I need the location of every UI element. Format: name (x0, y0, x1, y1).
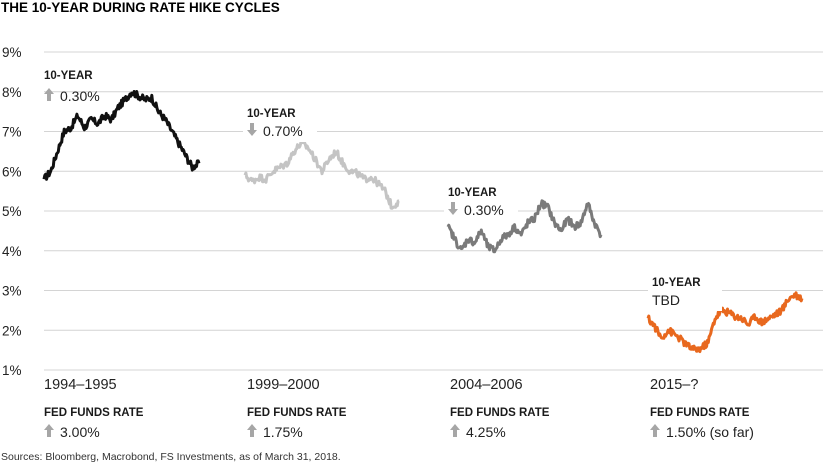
panel-footer-4: 2015–? FED FUNDS RATE 1.50% (so far) (650, 377, 754, 440)
ten-year-label: 10-YEAR (448, 187, 497, 199)
series-line-3 (446, 199, 603, 254)
y-tick-label: 4% (2, 244, 22, 259)
ten-year-label: 10-YEAR (652, 277, 701, 289)
panel-footer-1: 1994–1995 FED FUNDS RATE 3.00% (44, 377, 144, 440)
up-arrow-icon (650, 424, 660, 437)
ten-year-label-group-1: 10-YEAR 0.30% (44, 70, 100, 104)
cycle-period: 1994–1995 (44, 377, 117, 393)
ten-year-label-group-4: 10-YEAR TBD (648, 273, 722, 311)
fed-funds-change: 4.25% (466, 424, 506, 440)
chart-title: THE 10-YEAR DURING RATE HIKE CYCLES (1, 0, 280, 15)
source-note: Sources: Bloomberg, Macrobond, FS Invest… (1, 451, 341, 463)
label-background (648, 273, 722, 311)
fed-funds-change: 1.75% (263, 424, 303, 440)
fed-funds-change: 1.50% (so far) (666, 424, 754, 440)
up-arrow-icon (450, 424, 460, 437)
cycle-period: 1999–2000 (247, 377, 320, 393)
y-tick-label: 8% (2, 85, 22, 100)
ten-year-label-group-3: 10-YEAR 0.30% (444, 183, 518, 221)
label-background (243, 104, 317, 142)
y-tick-label: 7% (2, 125, 22, 140)
y-tick-label: 1% (2, 363, 22, 378)
cycle-period: 2004–2006 (450, 377, 523, 393)
down-arrow-icon (247, 123, 257, 136)
fed-funds-label: FED FUNDS RATE (247, 407, 347, 419)
ten-year-label-group-2: 10-YEAR 0.70% (243, 104, 317, 142)
y-tick-label: 9% (2, 45, 22, 60)
y-tick-label: 5% (2, 204, 22, 219)
label-background (444, 183, 518, 221)
y-axis-ticks: 9% 8% 7% 6% 5% 4% 3% 2% 1% (2, 45, 22, 378)
up-arrow-icon (44, 424, 54, 437)
gridlines (44, 51, 823, 371)
ten-year-label: 10-YEAR (247, 108, 296, 120)
series-lines (42, 90, 804, 354)
fed-funds-label: FED FUNDS RATE (44, 407, 144, 419)
ten-year-change: 0.70% (263, 123, 303, 139)
panel-labels: 10-YEAR 0.30% 1994–1995 FED FUNDS RATE 3.00%… (44, 70, 754, 440)
up-arrow-icon (44, 88, 54, 101)
y-tick-label: 2% (2, 323, 22, 338)
panel-footer-3: 2004–2006 FED FUNDS RATE 4.25% (450, 377, 550, 440)
fed-funds-label: FED FUNDS RATE (650, 407, 750, 419)
ten-year-label: 10-YEAR (44, 70, 93, 82)
ten-year-change: 0.30% (464, 202, 504, 218)
down-arrow-icon (448, 202, 458, 215)
series-line-1 (42, 90, 201, 181)
y-tick-label: 6% (2, 164, 22, 179)
fed-funds-label: FED FUNDS RATE (450, 407, 550, 419)
ten-year-change: TBD (652, 292, 680, 308)
fed-funds-change: 3.00% (60, 424, 100, 440)
panel-footer-2: 1999–2000 FED FUNDS RATE 1.75% (247, 377, 347, 440)
series-line-2 (243, 139, 400, 210)
y-tick-label: 3% (2, 284, 22, 299)
ten-year-change: 0.30% (60, 88, 100, 104)
up-arrow-icon (247, 424, 257, 437)
series-line-4 (646, 291, 804, 354)
cycle-period: 2015–? (650, 377, 698, 393)
